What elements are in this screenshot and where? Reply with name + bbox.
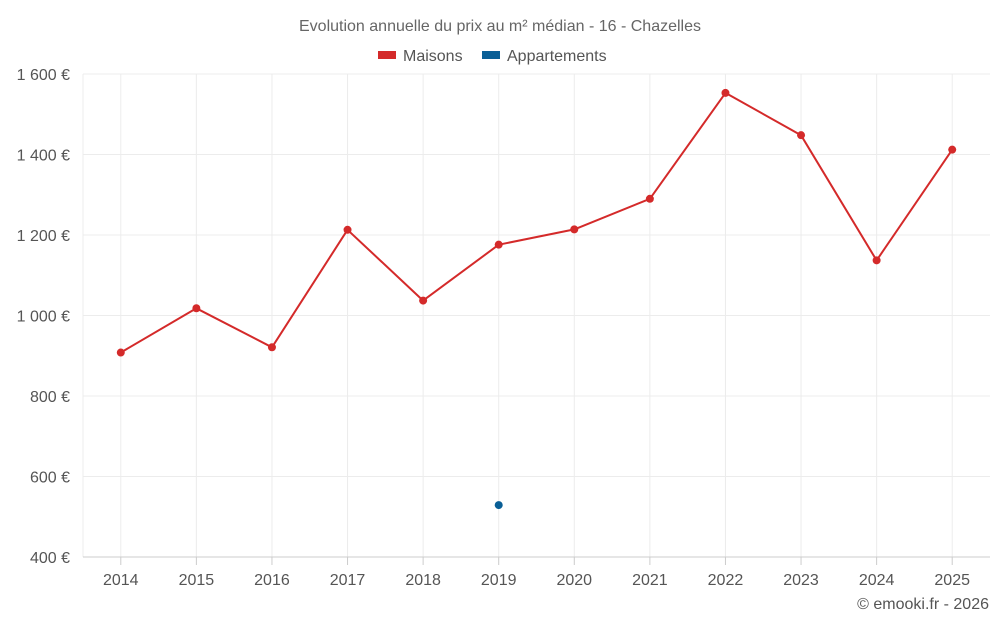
data-point-maisons-2024[interactable] [872, 256, 881, 265]
data-point-maisons-2016[interactable] [267, 343, 276, 352]
x-tick-label: 2018 [405, 572, 441, 589]
x-tick-label: 2015 [179, 572, 215, 589]
legend-swatch-appartements [482, 51, 500, 59]
data-point-appartements-2019[interactable] [494, 501, 503, 510]
x-tick-label: 2021 [632, 572, 668, 589]
x-tick-label: 2025 [934, 572, 970, 589]
legend-label-appartements: Appartements [507, 48, 607, 65]
data-point-maisons-2020[interactable] [570, 225, 579, 234]
y-tick-label: 400 € [30, 550, 70, 567]
y-tick-label: 1 400 € [17, 148, 70, 165]
data-point-maisons-2023[interactable] [797, 131, 806, 140]
series-appartements [494, 501, 503, 510]
legend-item-maisons[interactable]: Maisons [378, 48, 463, 65]
legend: Maisons Appartements [378, 48, 607, 65]
x-tick-label: 2020 [556, 572, 592, 589]
y-tick-label: 800 € [30, 389, 70, 406]
legend-label-maisons: Maisons [403, 48, 463, 65]
legend-swatch-maisons [378, 51, 396, 59]
data-point-maisons-2017[interactable] [343, 225, 352, 234]
data-point-maisons-2025[interactable] [948, 145, 957, 154]
y-tick-label: 600 € [30, 470, 70, 487]
x-tick-label: 2023 [783, 572, 819, 589]
data-point-maisons-2021[interactable] [645, 194, 654, 203]
series-maisons [116, 88, 957, 357]
data-point-maisons-2015[interactable] [192, 304, 201, 313]
x-tick-label: 2016 [254, 572, 290, 589]
x-tick-label: 2014 [103, 572, 139, 589]
x-tick-label: 2019 [481, 572, 517, 589]
y-tick-label: 1 000 € [17, 309, 70, 326]
series [116, 88, 957, 510]
x-tick-label: 2022 [708, 572, 744, 589]
series-line-maisons [120, 91, 954, 354]
y-tick-label: 1 200 € [17, 228, 70, 245]
data-point-maisons-2014[interactable] [116, 348, 125, 357]
chart-title: Evolution annuelle du prix au m² médian … [299, 18, 701, 35]
x-tick-label: 2017 [330, 572, 366, 589]
axes: 400 € 600 € 800 € 1 000 € 1 200 € 1 400 € 1 60… [17, 67, 990, 589]
data-point-maisons-2019[interactable] [494, 240, 503, 249]
credit-text: © emooki.fr - 2026 [857, 596, 989, 613]
y-tick-label: 1 600 € [17, 67, 70, 84]
grid [82, 73, 990, 558]
data-point-maisons-2018[interactable] [419, 296, 428, 305]
data-point-maisons-2022[interactable] [721, 88, 730, 97]
x-tick-label: 2024 [859, 572, 895, 589]
legend-item-appartements[interactable]: Appartements [482, 48, 607, 65]
